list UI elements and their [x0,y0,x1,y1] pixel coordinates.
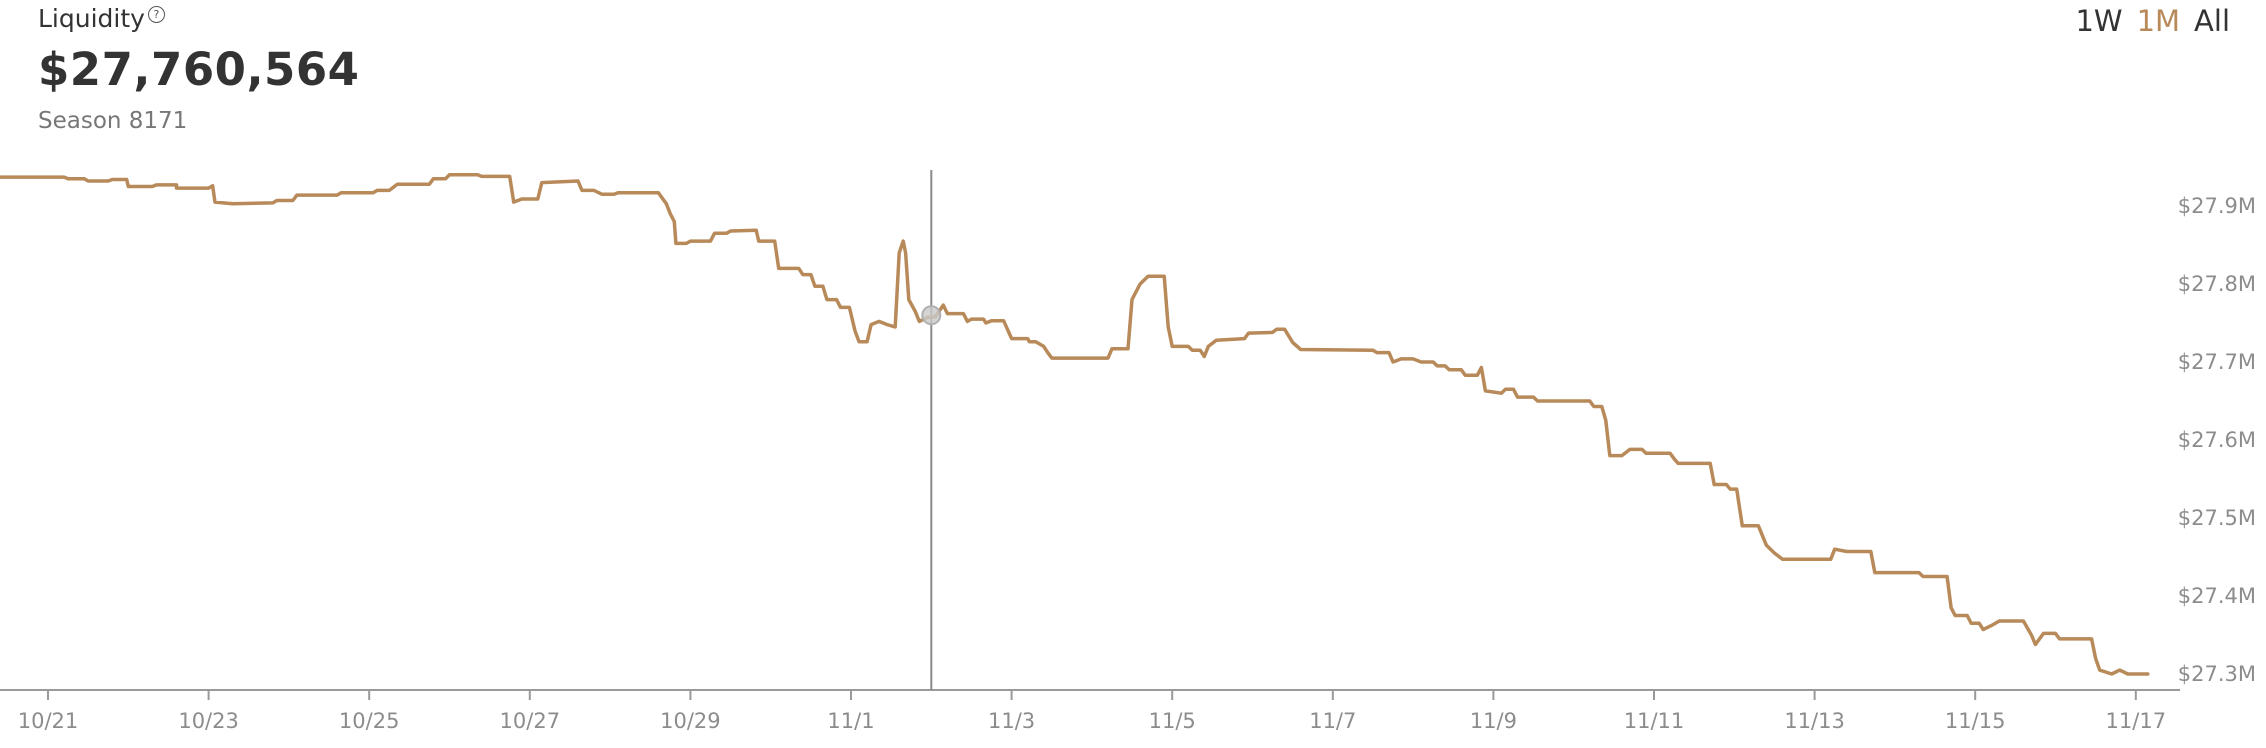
x-tick-label: 11/17 [2106,709,2167,733]
range-tab-1w[interactable]: 1W [2075,4,2123,38]
x-tick-label: 11/1 [827,709,874,733]
metric-label-text: Liquidity [38,4,145,33]
x-tick-label: 10/25 [339,709,400,733]
hover-point-marker [921,305,942,326]
metric-label: Liquidity ? [38,4,360,33]
y-tick-label: $27.5M [2178,506,2256,530]
x-tick-label: 10/27 [500,709,561,733]
x-tick-label: 10/21 [18,709,79,733]
metric-header: Liquidity ? $27,760,564 Season 8171 [38,4,360,134]
x-tick-label: 10/29 [660,709,721,733]
time-range-tabs: 1W 1M All [2075,4,2230,38]
x-tick-label: 11/9 [1470,709,1517,733]
x-tick-label: 11/3 [988,709,1035,733]
x-tick-label: 11/15 [1945,709,2006,733]
y-tick-label: $27.7M [2178,350,2256,374]
x-tick-label: 11/13 [1784,709,1845,733]
range-tab-all[interactable]: All [2194,4,2230,38]
y-tick-label: $27.3M [2178,662,2256,686]
metric-value: $27,760,564 [38,43,360,96]
y-tick-label: $27.8M [2178,272,2256,296]
x-tick-label: 11/7 [1309,709,1356,733]
series-line-liquidity [0,173,2150,676]
x-tick-label: 11/5 [1149,709,1196,733]
x-tick-label: 10/23 [178,709,239,733]
question-circle-icon[interactable]: ? [147,6,165,23]
x-tick-label: 11/11 [1624,709,1685,733]
range-tab-1m[interactable]: 1M [2136,4,2181,38]
y-tick-label: $27.4M [2178,584,2256,608]
season-label: Season 8171 [38,108,188,134]
y-tick-label: $27.9M [2178,194,2256,218]
y-tick-label: $27.6M [2178,428,2256,452]
